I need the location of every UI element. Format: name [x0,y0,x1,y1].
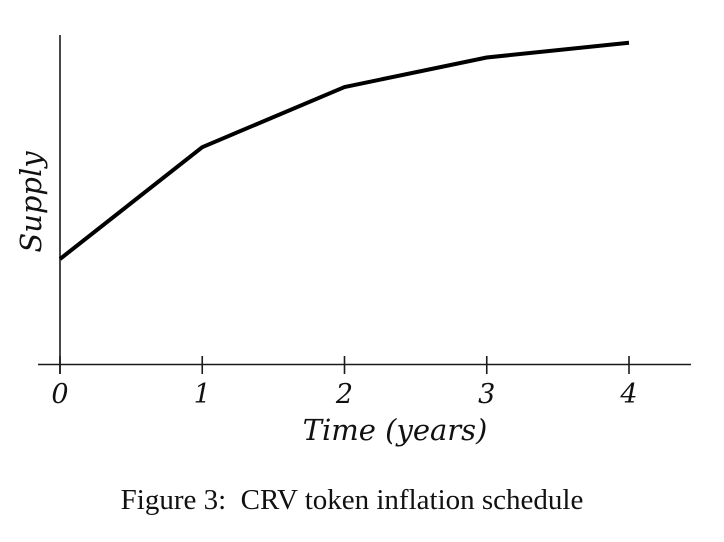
figure-caption: Figure 3: CRV token inflation schedule [120,484,584,516]
x-axis-ticks [59,356,630,374]
x-axis-label: Time (years) [302,413,488,447]
x-tick-label-3: 3 [478,379,496,410]
y-axis-label: Supply [14,151,48,253]
x-tick-label-1: 1 [193,379,211,410]
x-tick-label-0: 0 [51,379,69,410]
x-tick-label-4: 4 [620,379,638,410]
x-tick-label-2: 2 [335,379,354,410]
supply-curve [58,40,630,261]
